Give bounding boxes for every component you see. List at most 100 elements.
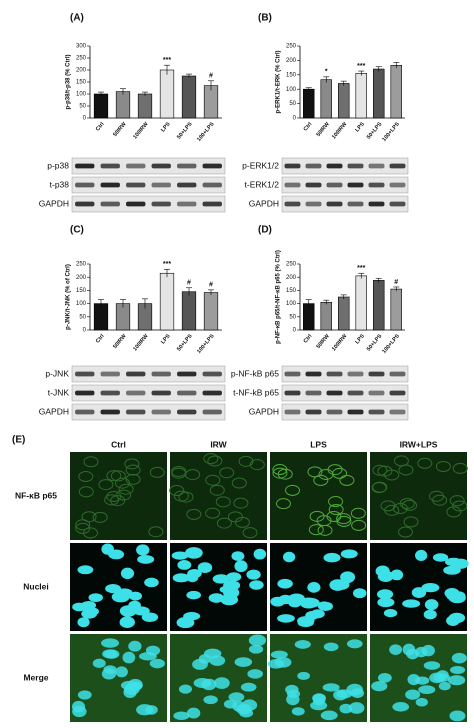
blot-band — [389, 390, 406, 396]
x-tick-label: 50+LPS — [366, 333, 384, 352]
blot-label: GAPDH — [249, 406, 279, 416]
nucleus — [77, 690, 92, 700]
bar — [390, 64, 402, 119]
nucleus — [115, 666, 128, 678]
y-tick-label: 50 — [79, 314, 86, 320]
cell — [384, 504, 400, 516]
cell — [309, 510, 325, 522]
cell — [216, 517, 232, 529]
column-header: IRW+LPS — [400, 439, 438, 449]
nucleus — [186, 590, 201, 600]
cell — [116, 489, 132, 501]
row-label: NF-κB p65 — [15, 490, 57, 500]
y-tick-label: 50 — [289, 314, 296, 320]
nucleus — [340, 549, 358, 559]
nucleus — [119, 616, 135, 629]
nucleus — [389, 644, 403, 655]
x-tick-label: 100IRW — [132, 121, 150, 141]
cell — [75, 522, 91, 534]
error-bar — [120, 299, 126, 308]
error-bar — [186, 73, 192, 78]
bar — [159, 69, 175, 119]
nucleus — [392, 702, 410, 712]
nucleus — [192, 658, 208, 670]
nucleus — [449, 710, 466, 722]
blot-band — [305, 201, 322, 207]
nucleus — [240, 682, 257, 692]
nucleus — [436, 670, 449, 680]
bar — [390, 288, 402, 331]
cell — [209, 484, 225, 496]
nucleus — [186, 707, 201, 719]
nucleus — [418, 685, 436, 694]
blot-band — [368, 182, 385, 188]
row-label: Nuclei — [23, 581, 49, 591]
blot-band — [126, 163, 146, 169]
blot-band — [368, 201, 385, 207]
error-bar — [208, 289, 214, 296]
nucleus — [137, 554, 155, 564]
error-bar — [164, 268, 170, 278]
nucleus — [383, 608, 398, 618]
error-bar — [142, 91, 148, 96]
blot-strip — [71, 176, 226, 194]
bar — [303, 88, 315, 119]
blot-band — [151, 201, 171, 207]
bar — [159, 272, 175, 331]
blot-strip — [281, 157, 409, 175]
panel-label: (D) — [258, 225, 272, 236]
cell — [372, 464, 388, 476]
nucleus — [376, 589, 394, 600]
error-bar — [375, 66, 382, 72]
cell — [249, 459, 265, 471]
nucleus — [178, 684, 193, 694]
significance-label: * — [325, 69, 328, 76]
x-tick-label: LPS — [354, 121, 366, 133]
x-tick-label: 50+LPS — [366, 121, 384, 140]
cell — [449, 495, 465, 507]
cell — [149, 466, 165, 478]
cell — [81, 511, 97, 523]
blot-band — [326, 409, 343, 415]
blot-label: GAPDH — [249, 198, 279, 208]
cell — [332, 467, 348, 479]
cell — [242, 527, 258, 539]
cell — [402, 499, 418, 511]
blot-band — [326, 182, 343, 188]
blot-band — [326, 371, 343, 377]
nucleus — [423, 661, 441, 670]
nucleus — [449, 666, 466, 675]
significance-label: # — [187, 280, 191, 287]
nucleus — [432, 553, 449, 562]
nucleus — [411, 587, 427, 598]
nucleus — [421, 644, 435, 657]
cell — [328, 496, 344, 508]
error-bar — [323, 76, 330, 83]
nucleus — [92, 658, 106, 669]
cell — [328, 504, 344, 516]
nucleus — [88, 593, 103, 603]
blot-band — [126, 201, 146, 207]
blot-band — [151, 409, 171, 415]
cell — [233, 497, 249, 509]
y-tick-label: 250 — [76, 56, 87, 62]
blot-band — [305, 371, 322, 377]
panel-label: (E) — [12, 435, 25, 446]
blot-band — [202, 163, 222, 169]
nucleus — [274, 657, 292, 668]
nucleus — [423, 609, 437, 620]
y-tick-label: 100 — [76, 301, 87, 307]
blot-band — [126, 409, 146, 415]
blot-label: t-p38 — [50, 179, 70, 189]
nucleus — [270, 596, 286, 607]
nucleus — [220, 593, 239, 606]
bar — [203, 85, 219, 119]
y-tick-label: 250 — [286, 44, 297, 50]
y-tick-label: 150 — [76, 80, 87, 86]
nucleus — [438, 681, 451, 691]
y-tick-label: 0 — [293, 116, 297, 122]
cell — [231, 477, 247, 489]
column-header: Ctrl — [111, 439, 126, 449]
cell — [308, 524, 324, 536]
significance-label: *** — [357, 63, 365, 70]
